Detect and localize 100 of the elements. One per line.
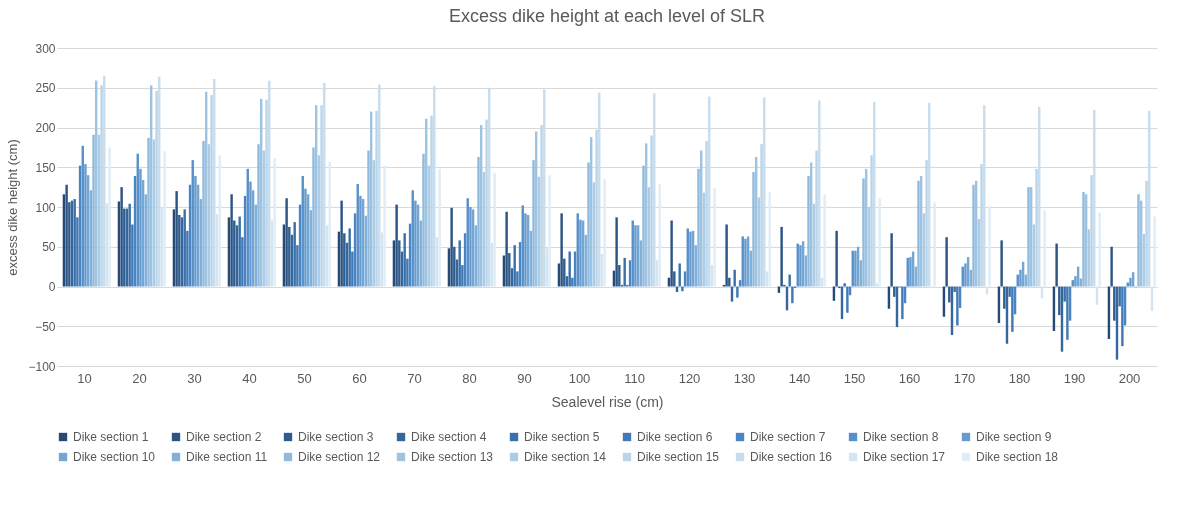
bar xyxy=(194,176,197,287)
bar xyxy=(458,240,461,287)
bar xyxy=(230,194,233,287)
x-tick-label: 140 xyxy=(788,370,811,386)
bar xyxy=(893,286,896,297)
bar xyxy=(304,188,307,287)
bar xyxy=(398,240,401,287)
bar xyxy=(846,286,849,313)
bar xyxy=(1121,286,1124,347)
legend-label: Dike section 4 xyxy=(411,430,487,444)
bar xyxy=(233,220,236,287)
bar xyxy=(1113,286,1116,321)
y-tick-label: 250 xyxy=(35,81,56,96)
legend-label: Dike section 10 xyxy=(73,450,156,464)
y-tick-label: 50 xyxy=(42,240,56,255)
bar xyxy=(945,237,948,287)
bar xyxy=(697,168,700,287)
x-tick-label: 190 xyxy=(1063,370,1086,386)
bar xyxy=(953,286,956,293)
bar xyxy=(128,203,131,287)
bar xyxy=(249,181,252,287)
chart-title: Excess dike height at each level of SLR xyxy=(448,6,766,26)
bar xyxy=(293,222,296,287)
bar xyxy=(202,141,205,287)
legend-label: Dike section 1 xyxy=(73,430,149,444)
bar xyxy=(430,115,433,287)
x-tick-label: 170 xyxy=(953,370,976,386)
bar xyxy=(175,191,178,287)
bar xyxy=(328,161,331,287)
bar xyxy=(642,165,645,287)
bar xyxy=(870,155,873,287)
bar xyxy=(1090,175,1093,287)
bar xyxy=(791,286,794,304)
bar xyxy=(1003,286,1006,309)
bar xyxy=(540,125,543,287)
bar xyxy=(273,158,276,287)
bar xyxy=(320,105,323,287)
bar xyxy=(120,187,123,287)
bar xyxy=(678,263,681,287)
bar xyxy=(285,198,288,287)
bar xyxy=(1000,240,1003,287)
legend-label: Dike section 9 xyxy=(976,430,1052,444)
legend-label: Dike section 17 xyxy=(863,450,946,464)
legend-label: Dike section 8 xyxy=(863,430,939,444)
x-tick-label: 40 xyxy=(242,370,257,386)
bar xyxy=(1019,269,1022,287)
x-tick-label: 30 xyxy=(187,370,202,386)
legend-label: Dike section 11 xyxy=(186,450,268,464)
bar xyxy=(1118,286,1121,307)
bar xyxy=(493,172,496,287)
bar xyxy=(548,175,551,287)
bar xyxy=(450,207,453,287)
bar xyxy=(780,226,783,287)
bar xyxy=(901,286,904,320)
bar xyxy=(92,134,95,287)
bar xyxy=(890,233,893,287)
bar xyxy=(265,99,268,287)
bar xyxy=(1129,277,1132,287)
bar xyxy=(972,184,975,287)
bar xyxy=(733,269,736,287)
bar xyxy=(238,216,241,287)
bar xyxy=(948,286,951,303)
bar xyxy=(595,129,598,287)
y-tick-label: 100 xyxy=(35,200,56,215)
bar xyxy=(843,283,846,287)
x-tick-label: 80 xyxy=(462,370,477,386)
bar xyxy=(340,200,343,287)
bar xyxy=(183,209,186,287)
bar xyxy=(752,172,755,287)
bar xyxy=(587,162,590,287)
bar xyxy=(348,228,351,287)
bar xyxy=(618,265,621,287)
legend-label: Dike section 15 xyxy=(637,450,720,464)
bar xyxy=(453,246,456,287)
bar xyxy=(725,224,728,287)
bar xyxy=(788,274,791,287)
bar xyxy=(505,211,508,287)
bar xyxy=(760,144,763,287)
x-tick-label: 20 xyxy=(132,370,147,386)
bar xyxy=(925,160,928,287)
y-tick-label: 200 xyxy=(35,121,56,135)
bar xyxy=(383,165,386,287)
bar xyxy=(147,137,150,287)
bar xyxy=(623,257,626,287)
x-tick-label: 70 xyxy=(407,370,422,386)
bar xyxy=(862,178,865,287)
legend-label: Dike section 3 xyxy=(298,430,374,444)
legend-label: Dike section 14 xyxy=(524,450,607,464)
legend-label: Dike section 7 xyxy=(750,430,826,444)
bar xyxy=(681,286,684,292)
bar xyxy=(359,195,362,287)
legend-label: Dike section 18 xyxy=(976,450,1059,464)
y-tick-label: 300 xyxy=(35,41,56,56)
x-tick-label: 10 xyxy=(77,370,92,386)
bar xyxy=(815,150,818,287)
bar xyxy=(403,233,406,287)
bar xyxy=(1071,280,1074,287)
bar xyxy=(395,204,398,287)
y-tick-label: 0 xyxy=(48,280,56,294)
bar xyxy=(65,184,68,287)
